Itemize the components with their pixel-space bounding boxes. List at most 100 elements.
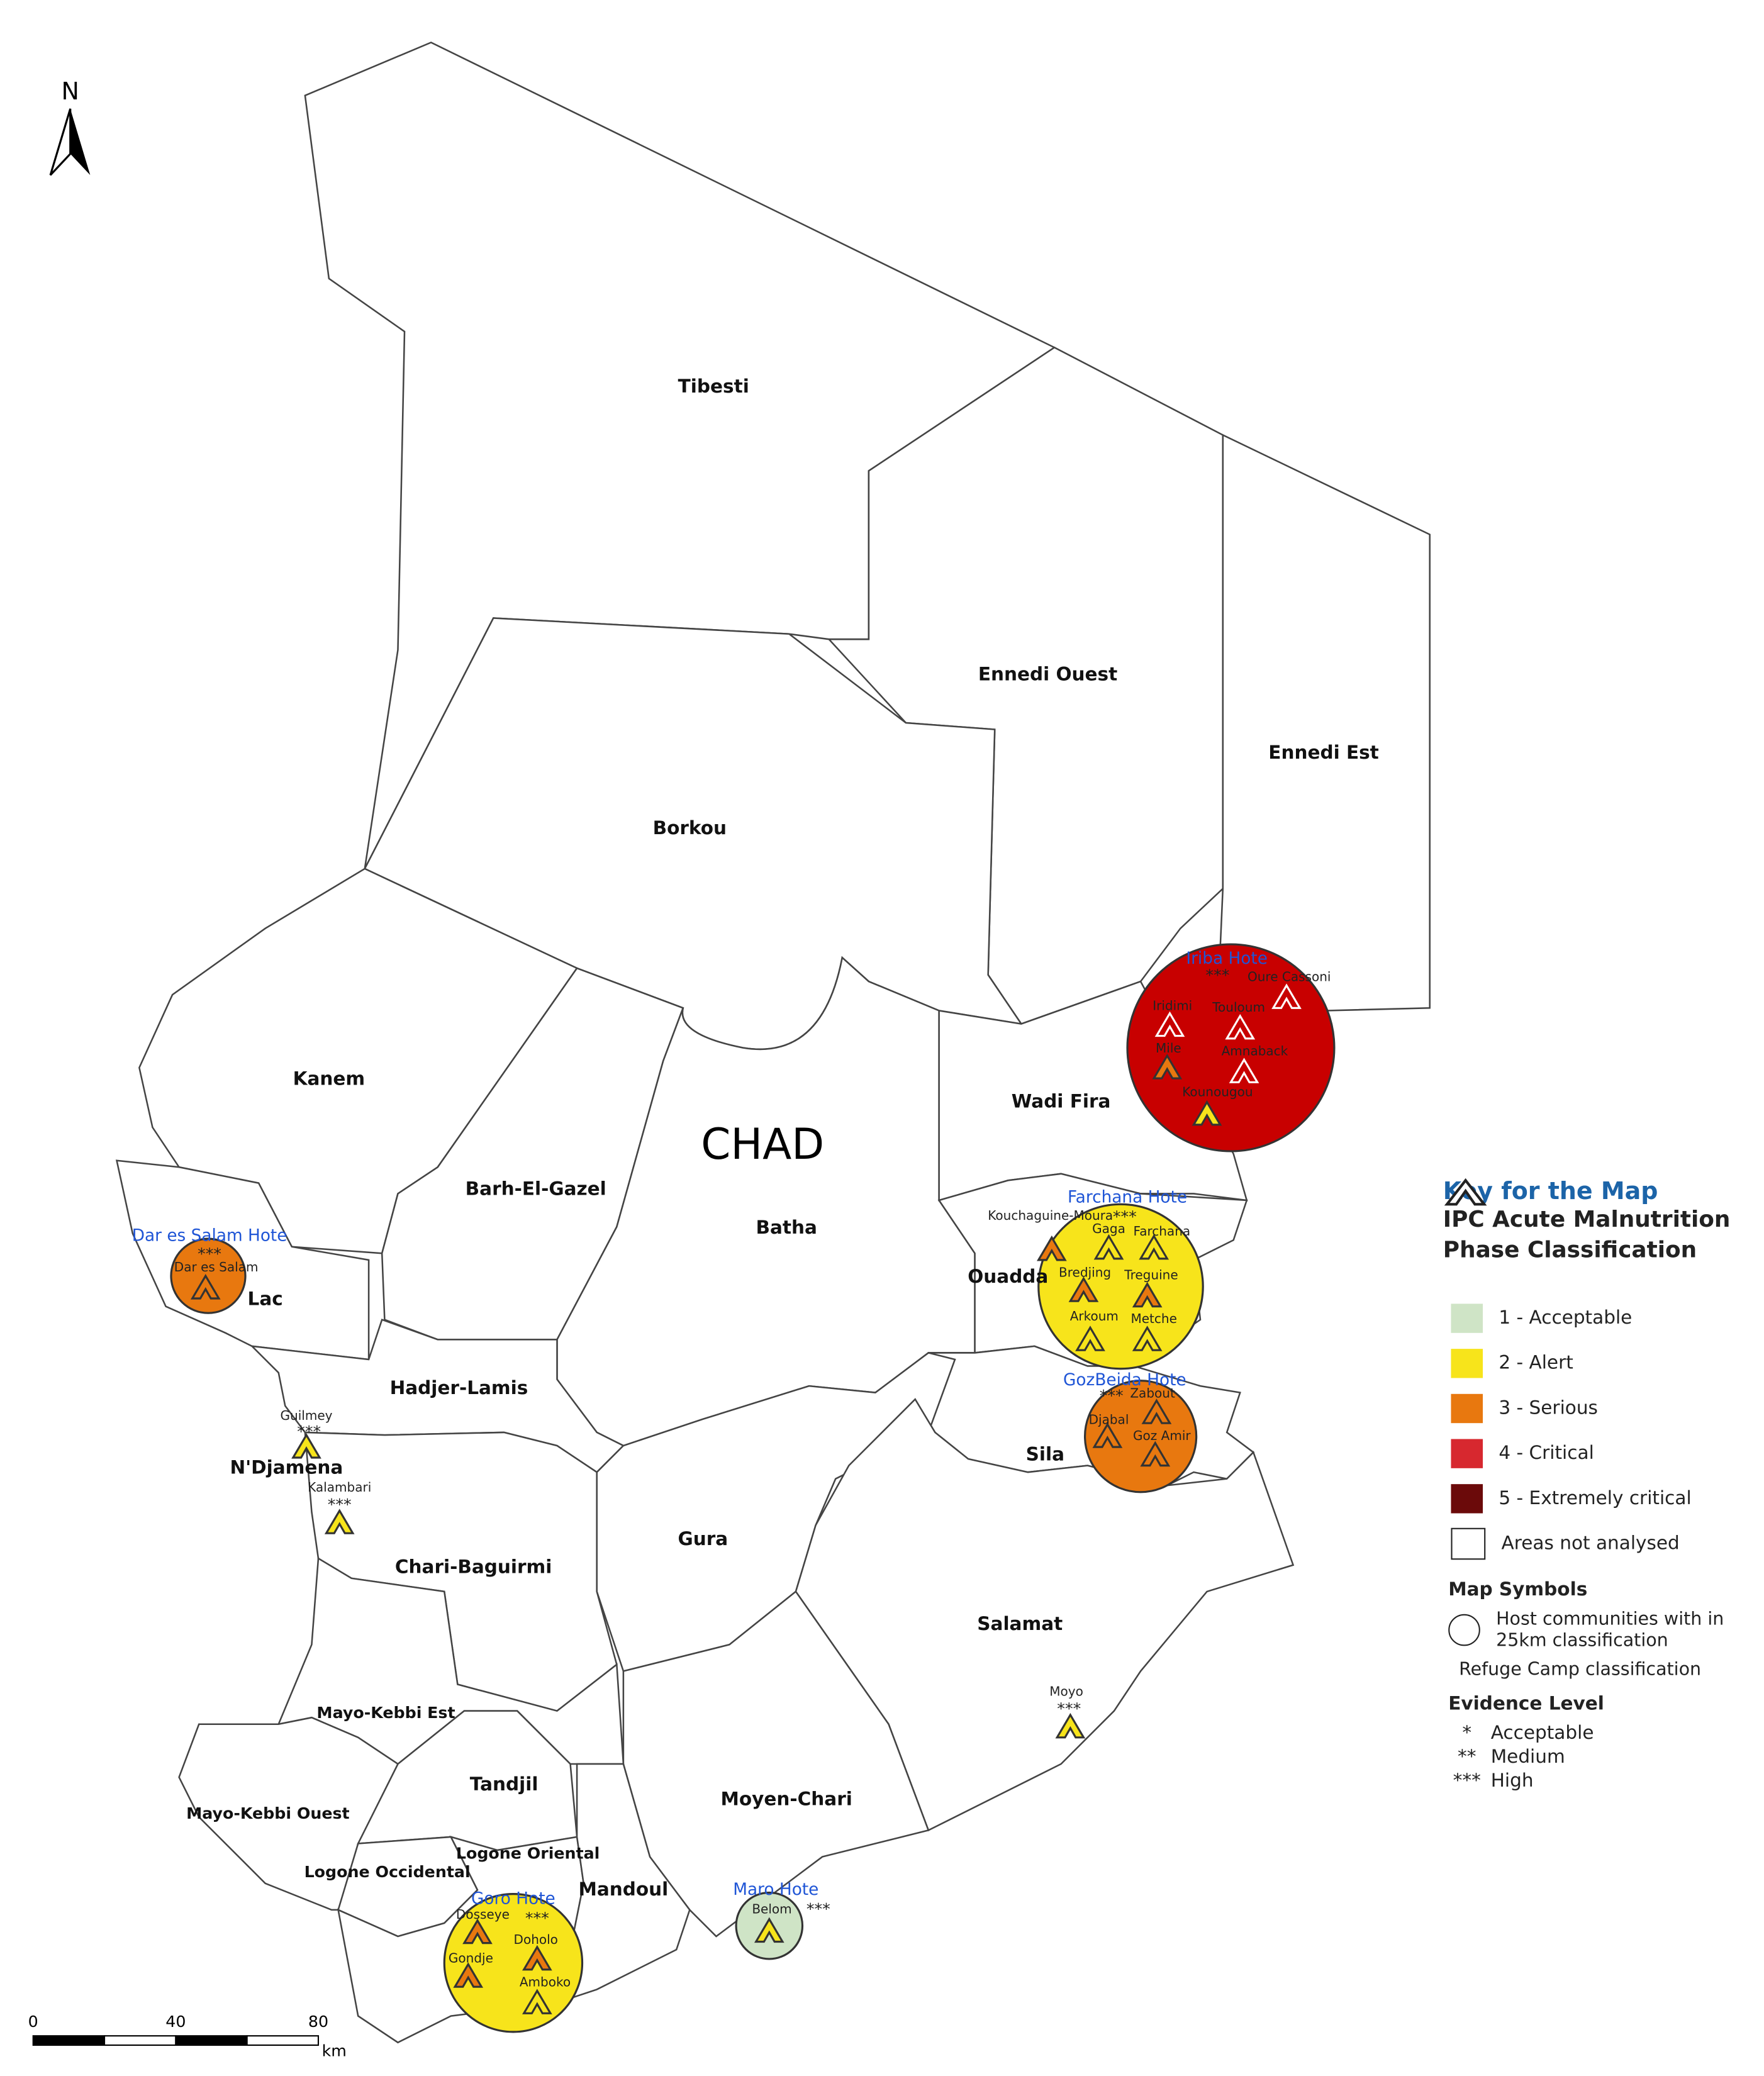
legend-symbol: Refuge Camp classification [1443,1178,1748,1680]
refugee-camp [1075,1325,1105,1351]
legend-label: Areas not analysed [1501,1533,1680,1554]
region-label: Logone Occidental [304,1863,471,1881]
legend-title: Key for the Map [1443,1178,1658,1206]
refugee-camp [324,1509,355,1534]
camp-label: Belom [752,1901,791,1916]
evidence-stars: * [1462,1722,1472,1744]
camp-label: Gondje [449,1950,493,1965]
scale-bar [103,2035,177,2046]
camp-label: Touloum [1212,1000,1265,1015]
refugee-camp [190,1274,221,1300]
refugee-camp [1093,1234,1124,1260]
refugee-camp [1192,1100,1222,1126]
host-community [170,1237,247,1314]
camp-label: Doholo [514,1932,558,1947]
legend-label: Medium [1490,1746,1565,1768]
camp-label: Farchana [1134,1224,1191,1239]
region [1219,433,1431,1012]
legend-label: High [1490,1770,1534,1792]
camp-label: Bredjing [1059,1264,1111,1280]
legend-label: 3 - Serious [1499,1398,1598,1419]
region-label: Gura [678,1528,728,1549]
camp-label: Moyo [1049,1684,1083,1699]
refugee-camp [1154,1011,1185,1037]
legend-swatch [1451,1303,1483,1333]
region-label: Kanem [293,1068,366,1090]
region-label: Ennedi Est [1268,742,1378,763]
evidence-stars: *** [1453,1770,1481,1792]
scale-tick-label: 0 [28,2012,38,2031]
legend-label: 5 - Extremely critical [1499,1488,1692,1510]
legend-row: 3 - Serious [1443,1386,1748,1431]
refugee-camp [522,1945,552,1971]
camp-label: Kounougou [1182,1085,1253,1100]
host-label: Dar es Salam Hote [132,1226,287,1245]
camp-label: Djabal [1089,1412,1129,1427]
legend-row: Areas not analysed [1443,1521,1748,1566]
legend-label: Host communities with in 25km classifica… [1496,1609,1724,1651]
legend-row: 5 - Extremely critical [1443,1476,1748,1522]
scale-tick-label: 40 [165,2012,186,2031]
legend-row: 4 - Critical [1443,1431,1748,1476]
evidence-stars: *** [807,1900,830,1918]
legend-symbol: Host communities with in 25km classifica… [1443,1609,1748,1651]
refugee-camp [1271,983,1302,1009]
refugee-camp [1068,1276,1099,1302]
legend-label: 1 - Acceptable [1499,1307,1633,1329]
evidence-stars: *** [297,1422,321,1441]
evidence-stars: *** [1100,1387,1124,1405]
host-label: Farchana Hote [1068,1188,1187,1207]
legend-evidence: *** High [1443,1771,1748,1795]
camp-label: Kalambari [308,1480,371,1495]
scale-bar [32,2035,106,2046]
refugee-camp [1141,1398,1172,1424]
legend-row: 2 - Alert [1443,1341,1748,1386]
north-arrow [49,108,72,176]
region-label: Mayo-Kebbi Est [316,1704,455,1722]
refugee-camp [754,1917,784,1943]
camp-label: Dar es Salam [174,1259,259,1275]
camp-label: Goz Amir [1133,1428,1191,1443]
region-label: Salamat [977,1613,1063,1634]
region-label: Batha [756,1217,817,1238]
region-label: Mayo-Kebbi Ouest [186,1804,350,1822]
scale-tick-label: 80 [308,2012,328,2031]
country-label: CHAD [701,1119,824,1169]
north-label: N [62,77,79,105]
evidence-stars: *** [1057,1700,1081,1718]
legend-label: 2 - Alert [1499,1353,1573,1375]
camp-label: Kouchaguine-Moura [988,1208,1113,1223]
evidence-stars: *** [328,1495,352,1514]
legend-evidence: ** Medium [1443,1747,1748,1771]
refugee-camp [522,1989,552,2014]
refugee-camp [1140,1441,1171,1467]
camp-label: Iridimi [1153,998,1192,1013]
legend-swatch [1451,1484,1483,1514]
scale-bar [246,2035,320,2046]
camp-label: Zabout [1130,1385,1175,1400]
legend-heading: Evidence Level [1448,1694,1604,1715]
evidence-stars: *** [1205,966,1229,985]
evidence-stars: *** [525,1909,549,1928]
region [795,1398,1295,1832]
refugee-camp [1037,1235,1067,1261]
region-label: Ennedi Ouest [978,664,1117,685]
host-symbol [1448,1614,1480,1646]
scale-unit: km [322,2041,347,2060]
legend: Key for the Map IPC Acute Malnutrition Ph… [1443,1178,1748,1794]
camp-label: Gaga [1092,1221,1125,1236]
camp-label: Amnaback [1222,1043,1288,1058]
region [555,1763,691,2004]
camp-label: Guilmey [281,1408,333,1423]
refugee-camp [1055,1712,1086,1739]
legend-label: 4 - Critical [1499,1443,1594,1465]
evidence-stars: *** [198,1244,221,1263]
refugee-camp [1132,1325,1163,1351]
refugee-camp [1139,1234,1169,1260]
camp-label: Mile [1156,1041,1181,1056]
refugee-camp [1152,1054,1183,1080]
legend-swatch [1451,1527,1486,1560]
refugee-camp [1092,1422,1123,1448]
legend-swatch [1451,1439,1483,1468]
